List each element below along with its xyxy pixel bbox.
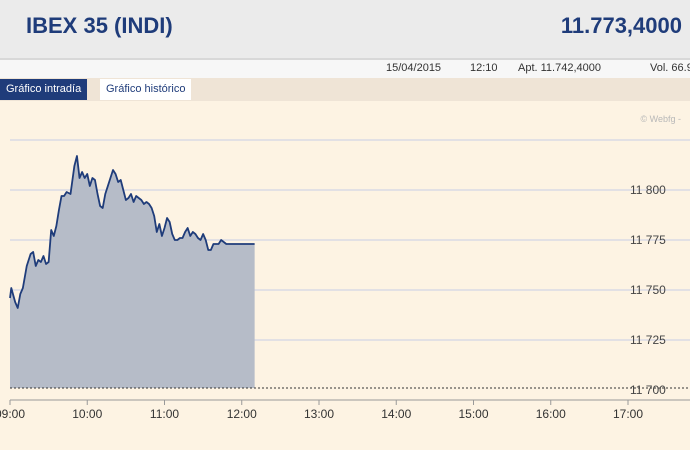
- y-tick-label: 11 750: [630, 283, 666, 297]
- info-bar: 15/04/2015 12:10 Apt. 11.742,4000 Vol. 6…: [0, 60, 690, 78]
- header: IBEX 35 (INDI) 11.773,4000: [0, 0, 690, 58]
- x-tick-label: 10:00: [72, 407, 102, 421]
- x-tick-label: 14:00: [381, 407, 411, 421]
- opening-price: Apt. 11.742,4000: [518, 62, 601, 74]
- volume: Vol. 66.9: [650, 62, 690, 74]
- tab-historic-chart[interactable]: Gráfico histórico: [100, 79, 192, 100]
- series-line: [9, 155, 255, 309]
- y-tick-label: 11 725: [630, 333, 666, 347]
- x-tick-label: 12:00: [227, 407, 257, 421]
- series-area: [10, 156, 255, 388]
- header-divider: [0, 58, 690, 60]
- x-tick-label: 15:00: [458, 407, 488, 421]
- y-tick-label: 11 800: [630, 183, 666, 197]
- y-tick-label: 11 700: [630, 383, 666, 397]
- index-title: IBEX 35 (INDI): [26, 13, 173, 38]
- x-tick-label: 17:00: [613, 407, 643, 421]
- x-tick-label: 09:00: [0, 407, 25, 421]
- y-tick-label: 11 775: [630, 233, 666, 247]
- quote-time: 12:10: [470, 62, 498, 74]
- x-tick-label: 13:00: [304, 407, 334, 421]
- index-price: 11.773,4000: [560, 13, 682, 38]
- tab-intraday-chart[interactable]: Gráfico intradía: [0, 79, 88, 100]
- watermark: © Webfg -: [641, 114, 681, 124]
- x-tick-label: 16:00: [536, 407, 566, 421]
- chart-tabs: Gráfico intradía Gráfico histórico: [0, 78, 690, 101]
- quote-date: 15/04/2015: [386, 62, 442, 74]
- x-tick-label: 11:00: [150, 407, 179, 421]
